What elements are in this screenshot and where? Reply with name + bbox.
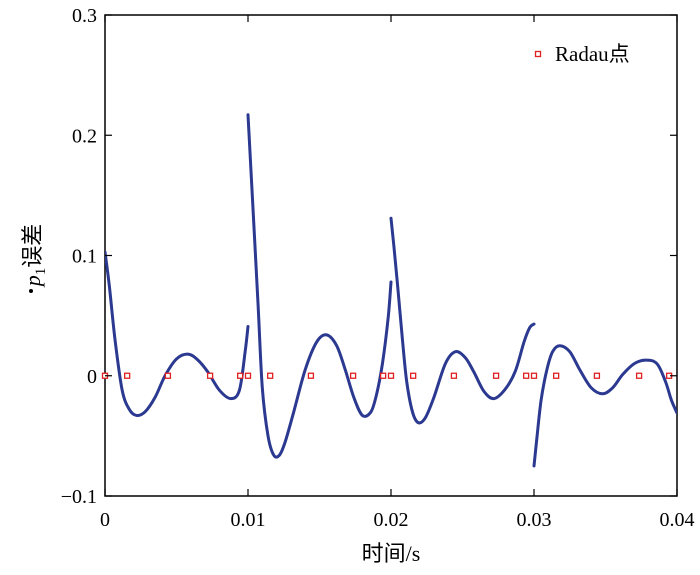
y-tick-label: 0 bbox=[87, 366, 97, 388]
radau-point bbox=[635, 372, 643, 379]
y-tick-label: 0.3 bbox=[72, 5, 97, 27]
radau-point bbox=[492, 372, 500, 379]
radau-point bbox=[164, 372, 172, 379]
plot-area bbox=[101, 14, 678, 497]
series-layer bbox=[105, 113, 677, 468]
radau-point bbox=[593, 372, 601, 379]
x-tick-label: 0 bbox=[100, 509, 110, 531]
radau-point bbox=[530, 372, 538, 379]
plot-frame bbox=[104, 14, 678, 497]
y-axis-label-subscript: 1 bbox=[33, 268, 49, 276]
series-segment-3 bbox=[389, 216, 536, 425]
radau-point bbox=[244, 372, 252, 379]
x-tick-label: 0.03 bbox=[517, 509, 552, 531]
x-tick-label: 0.02 bbox=[374, 509, 409, 531]
y-axis-label-dot bbox=[29, 289, 33, 293]
x-tick-label: 0.01 bbox=[231, 509, 266, 531]
x-axis-label: 时间/s bbox=[362, 541, 421, 566]
radau-point bbox=[307, 372, 315, 379]
series-segment-2 bbox=[246, 113, 393, 459]
y-axis-label-suffix: 误差 bbox=[20, 224, 45, 268]
legend: Radau点 bbox=[534, 42, 630, 66]
radau-point bbox=[267, 372, 274, 379]
svg-text:p1误差: p1误差 bbox=[20, 224, 49, 289]
radau-point bbox=[124, 372, 131, 379]
radau-point bbox=[450, 372, 458, 379]
y-axis-label-symbol: p bbox=[20, 275, 45, 288]
radau-point bbox=[522, 372, 530, 379]
radau-point bbox=[553, 372, 560, 379]
y-tick-label: 0.2 bbox=[72, 125, 97, 147]
radau-point bbox=[387, 372, 395, 379]
y-axis-label: p1误差 bbox=[20, 224, 49, 293]
radau-point bbox=[410, 372, 417, 379]
radau-point bbox=[379, 372, 387, 379]
radau-point bbox=[236, 372, 244, 379]
series-segment-1 bbox=[105, 250, 250, 418]
radau-point bbox=[349, 372, 357, 379]
y-tick-label: 0.1 bbox=[72, 246, 97, 268]
x-axis-ticks: 0 0.01 0.02 0.03 0.04 bbox=[100, 15, 695, 531]
radau-point bbox=[206, 372, 214, 379]
legend-label: Radau点 bbox=[555, 42, 630, 66]
legend-marker bbox=[534, 50, 542, 58]
x-tick-label: 0.04 bbox=[660, 509, 695, 531]
marker-layer bbox=[101, 372, 673, 379]
y-axis-ticks: −0.1 0 0.1 0.2 0.3 bbox=[61, 5, 677, 508]
y-tick-label: −0.1 bbox=[61, 486, 97, 508]
series-segment-4 bbox=[532, 344, 677, 468]
